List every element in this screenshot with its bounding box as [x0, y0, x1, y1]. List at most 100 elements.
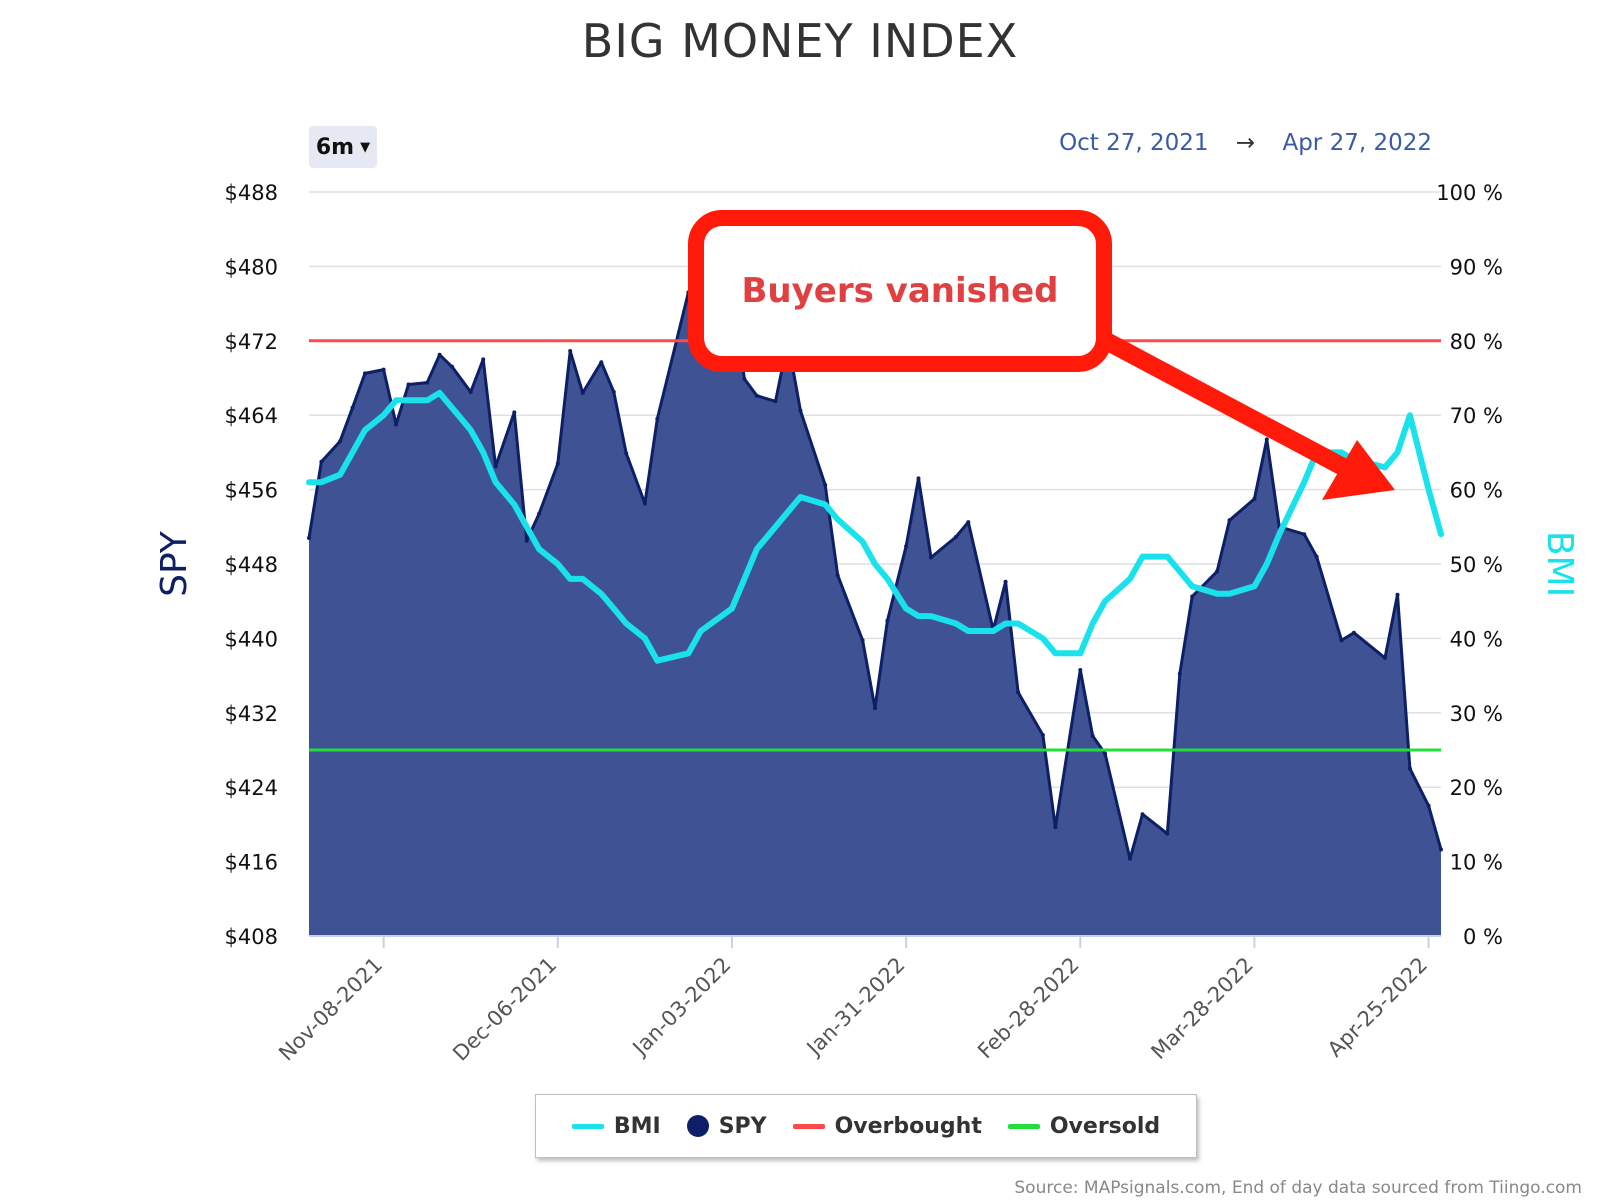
arrow-right-icon: →: [1235, 130, 1256, 156]
y-right-tick-label: 0 %: [1463, 925, 1503, 949]
spy-point: [823, 483, 828, 487]
legend-swatch: [1007, 1123, 1040, 1129]
spy-point: [1439, 847, 1443, 852]
spy-point: [835, 573, 840, 578]
spy-line: [307, 284, 1443, 861]
legend-item-overbought[interactable]: Overbought: [792, 1114, 982, 1139]
spy-point: [798, 408, 803, 413]
spy-point: [1140, 812, 1145, 817]
date-range-from[interactable]: Oct 27, 2021: [1059, 130, 1209, 156]
spy-point: [319, 459, 324, 464]
spy-point: [860, 638, 865, 643]
spy-point: [1090, 734, 1095, 738]
legend-swatch: [686, 1115, 709, 1137]
x-tick-label: Nov-08-2021: [274, 953, 387, 1066]
spy-point: [406, 382, 411, 387]
legend-swatch: [792, 1123, 825, 1129]
x-tick-label: Apr-25-2022: [1323, 953, 1432, 1062]
annotation-arrow-shaft: [1086, 326, 1354, 477]
range-selector-label: 6m: [315, 134, 355, 160]
spy-point: [873, 706, 877, 711]
spy-point: [773, 399, 778, 404]
spy-point: [1177, 671, 1182, 676]
legend-label: BMI: [613, 1113, 661, 1139]
caret-down-icon: ▼: [360, 139, 371, 155]
spy-point: [904, 544, 909, 549]
y-left-axis-title: SPY: [154, 530, 195, 597]
source-credit: Source: MAPsignals.com, End of day data …: [1014, 1178, 1582, 1198]
y-right-tick-label: 50 %: [1450, 553, 1503, 577]
spy-point: [1078, 668, 1083, 672]
spy-point: [555, 461, 560, 466]
spy-point: [642, 501, 647, 506]
y-right-tick-label: 60 %: [1450, 479, 1503, 503]
spy-point: [1426, 803, 1431, 808]
y-left-tick-label: $432: [225, 702, 278, 726]
x-tick-label: Jan-31-2022: [801, 953, 910, 1062]
y-left-tick-label: $464: [225, 404, 278, 428]
legend-label: SPY: [718, 1113, 767, 1139]
spy-point: [966, 520, 971, 525]
y-right-tick-label: 30 %: [1450, 702, 1503, 726]
range-selector-button[interactable]: 6m ▼: [309, 126, 377, 168]
legend-swatch: [571, 1123, 604, 1129]
y-right-tick-label: 80 %: [1450, 330, 1503, 354]
spy-point: [1252, 496, 1257, 501]
y-right-axis-title: BMI: [1539, 531, 1580, 597]
spy-point: [512, 410, 517, 415]
spy-point: [916, 476, 921, 481]
spy-point: [1165, 831, 1170, 836]
spy-point: [754, 393, 759, 398]
y-left-tick-label: $448: [225, 553, 278, 577]
y-left-tick-label: $416: [225, 851, 278, 875]
bmi-series: [306, 389, 1444, 664]
spy-point: [1215, 569, 1220, 574]
legend-item-bmi[interactable]: BMI: [571, 1113, 661, 1139]
spy-point: [1190, 594, 1195, 599]
y-left-tick-label: $472: [225, 330, 278, 354]
spy-point: [468, 390, 473, 394]
date-range-to[interactable]: Apr 27, 2022: [1282, 130, 1432, 156]
spy-point: [1227, 518, 1232, 523]
annotation-box: [688, 210, 1112, 372]
spy-point: [381, 367, 386, 372]
legend-label: Oversold: [1049, 1113, 1161, 1139]
spy-point: [394, 422, 399, 427]
spy-point: [599, 360, 604, 365]
spy-point: [338, 439, 343, 444]
legend-item-oversold[interactable]: Oversold: [1007, 1113, 1161, 1139]
legend: BMI SPY Overbought Oversold: [535, 1094, 1197, 1158]
x-tick-label: Mar-28-2022: [1146, 953, 1257, 1064]
y-right-tick-label: 100 %: [1436, 181, 1503, 205]
spy-point: [885, 618, 890, 623]
y-right-tick-label: 90 %: [1450, 255, 1503, 279]
bmi-line: [306, 389, 1444, 664]
spy-point: [481, 357, 486, 362]
spy-point: [953, 535, 958, 539]
spy-point: [568, 349, 573, 353]
x-tick-label: Dec-06-2021: [448, 953, 561, 1066]
y-left-tick-label: $488: [225, 181, 278, 205]
spy-point: [742, 376, 747, 381]
spy-point: [1339, 638, 1344, 643]
spy-point: [450, 364, 455, 369]
y-left-tick-label: $480: [225, 255, 278, 279]
date-range: Oct 27, 2021 → Apr 27, 2022: [1059, 130, 1432, 156]
spy-point: [363, 371, 367, 376]
spy-point: [437, 352, 442, 357]
annotation: Buyers vanished: [688, 210, 1395, 500]
y-right-tick-label: 40 %: [1450, 627, 1503, 651]
spy-point: [1016, 690, 1021, 695]
spy-point: [1395, 592, 1400, 597]
spy-point: [307, 536, 311, 540]
spy-point: [611, 390, 616, 394]
spy-series: [307, 283, 1443, 936]
legend-item-spy[interactable]: SPY: [686, 1113, 767, 1139]
spy-point: [425, 380, 430, 385]
spy-point: [1407, 766, 1412, 771]
spy-point: [580, 390, 585, 395]
chart-title: BIG MONEY INDEX: [581, 14, 1019, 68]
spy-point: [1128, 856, 1132, 861]
